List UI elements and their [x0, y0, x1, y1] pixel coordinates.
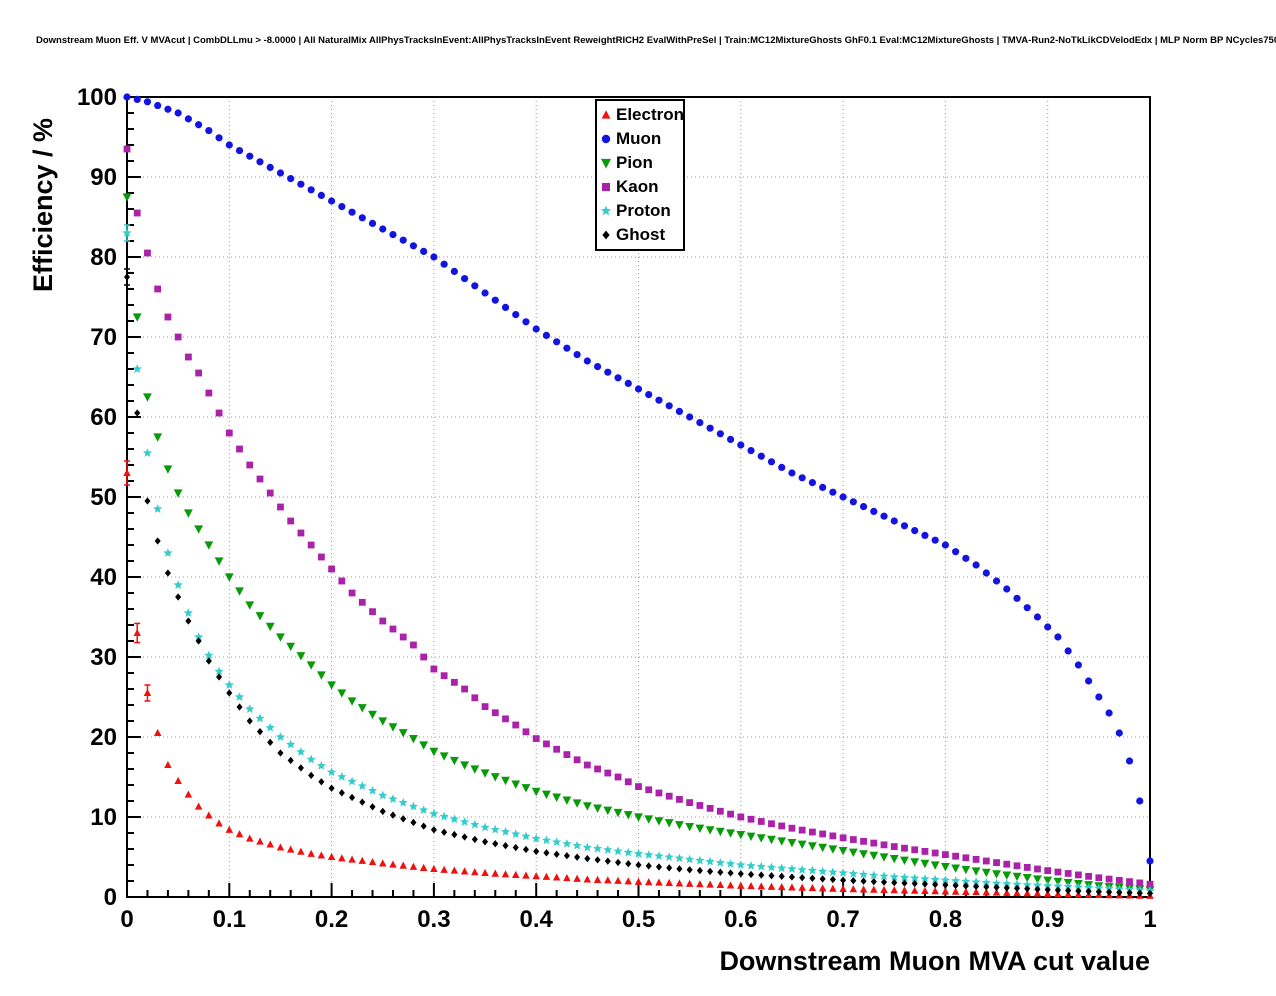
svg-text:0.3: 0.3 [417, 906, 450, 933]
series-kaon [123, 145, 1154, 888]
legend-label: Muon [616, 129, 662, 148]
legend-label: Ghost [616, 225, 666, 244]
svg-text:70: 70 [90, 324, 117, 351]
svg-text:60: 60 [90, 404, 117, 431]
legend: Electron Muon Pion Kaon Proton Ghost [595, 99, 685, 251]
svg-text:0: 0 [104, 884, 117, 911]
star-marker-icon [600, 205, 612, 216]
svg-text:1: 1 [1143, 906, 1156, 933]
series-ghost [123, 268, 1154, 898]
triangle-down-marker-icon [600, 158, 612, 169]
legend-entry-electron: Electron [599, 103, 685, 127]
legend-entry-proton: Proton [599, 199, 683, 223]
legend-label: Kaon [616, 177, 659, 196]
series-electron [123, 460, 1154, 899]
triangle-up-marker-icon [601, 110, 611, 119]
svg-text:0.4: 0.4 [520, 906, 554, 933]
svg-text:40: 40 [90, 564, 117, 591]
svg-text:20: 20 [90, 724, 117, 751]
svg-text:10: 10 [90, 804, 117, 831]
legend-label: Proton [616, 201, 671, 220]
legend-entry-kaon: Kaon [599, 175, 683, 199]
series-proton [122, 224, 1155, 895]
svg-text:0.6: 0.6 [724, 906, 757, 933]
legend-entry-pion: Pion [599, 151, 683, 175]
svg-text:0.9: 0.9 [1031, 906, 1064, 933]
svg-text:0.8: 0.8 [929, 906, 962, 933]
svg-text:0.1: 0.1 [213, 906, 246, 933]
legend-entry-muon: Muon [599, 127, 683, 151]
svg-text:0.2: 0.2 [315, 906, 348, 933]
svg-text:50: 50 [90, 484, 117, 511]
square-marker-icon [602, 183, 610, 191]
svg-text:0.7: 0.7 [826, 906, 859, 933]
diamond-marker-icon [602, 230, 610, 240]
legend-label: Electron [616, 105, 685, 124]
svg-text:0.5: 0.5 [622, 906, 655, 933]
svg-text:90: 90 [90, 164, 117, 191]
x-axis-label: Downstream Muon MVA cut value [719, 946, 1150, 976]
svg-text:0: 0 [120, 906, 133, 933]
circle-marker-icon [601, 134, 611, 144]
series-pion [122, 193, 1155, 895]
svg-text:80: 80 [90, 244, 117, 271]
y-axis-label: Efficiency / % [28, 117, 58, 292]
legend-entry-ghost: Ghost [599, 223, 683, 247]
series-muon [123, 93, 1154, 865]
svg-text:30: 30 [90, 644, 117, 671]
plot-title: Downstream Muon Eff. V MVAcut | CombDLLm… [36, 35, 1276, 46]
legend-label: Pion [616, 153, 653, 172]
svg-text:100: 100 [77, 84, 117, 111]
